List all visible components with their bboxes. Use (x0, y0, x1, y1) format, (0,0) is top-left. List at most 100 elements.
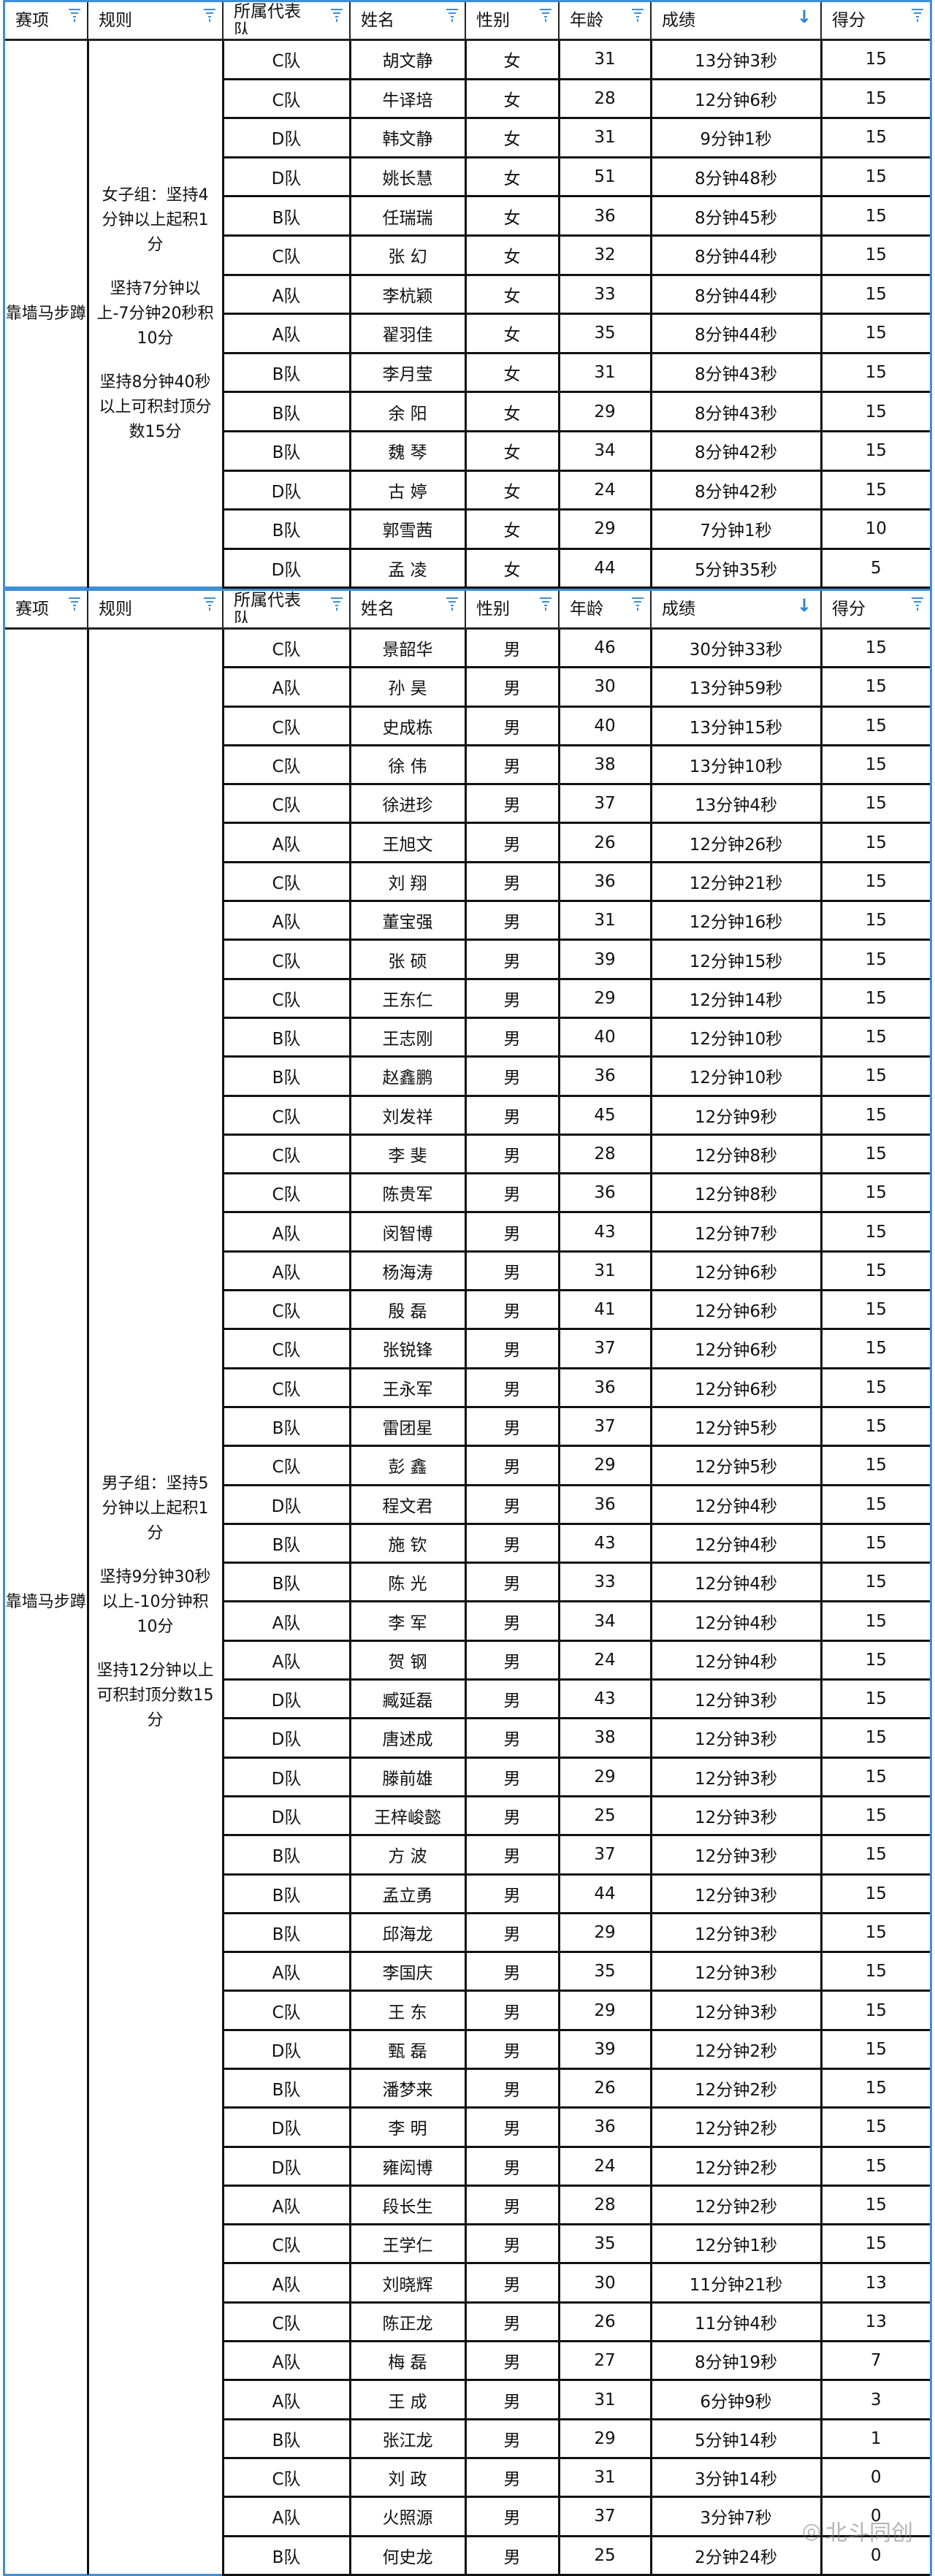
team-cell[interactable]: C队 (221, 1094, 351, 1136)
age-cell[interactable]: 31 (557, 117, 652, 158)
result-cell[interactable]: 12分钟16秒 (649, 900, 823, 941)
score-cell[interactable]: 15 (820, 391, 930, 432)
team-cell[interactable]: B队 (221, 1911, 351, 1954)
score-cell[interactable]: 15 (820, 77, 930, 120)
result-cell[interactable]: 12分钟14秒 (649, 977, 823, 1019)
age-cell[interactable]: 44 (557, 547, 652, 589)
name-cell[interactable]: 贺 钢 (348, 1639, 467, 1681)
team-cell[interactable]: B队 (221, 508, 351, 550)
age-cell[interactable]: 35 (557, 2223, 652, 2265)
age-cell[interactable]: 31 (557, 39, 652, 80)
name-cell[interactable]: 孟立勇 (348, 1873, 467, 1914)
age-cell[interactable]: 24 (557, 1639, 652, 1681)
gender-cell[interactable]: 男 (464, 2145, 560, 2187)
gender-cell[interactable]: 女 (464, 234, 560, 276)
age-cell[interactable]: 38 (557, 744, 652, 786)
score-cell[interactable]: 15 (820, 2145, 930, 2187)
gender-cell[interactable]: 女 (464, 547, 560, 589)
score-cell[interactable]: 0 (820, 2534, 930, 2576)
gender-cell[interactable]: 男 (464, 1639, 560, 1681)
age-cell[interactable]: 36 (557, 1055, 652, 1097)
age-cell[interactable]: 34 (557, 1600, 652, 1642)
score-cell[interactable]: 0 (820, 2496, 930, 2537)
column-header-age[interactable]: 年龄 (559, 591, 652, 630)
column-header-event[interactable]: 赛项 (5, 591, 88, 630)
team-cell[interactable]: C队 (221, 2223, 351, 2265)
result-cell[interactable]: 5分钟35秒 (649, 547, 823, 589)
name-cell[interactable]: 牛译培 (348, 77, 467, 120)
result-cell[interactable]: 12分钟10秒 (649, 1055, 823, 1097)
age-cell[interactable]: 35 (557, 1951, 652, 1992)
score-cell[interactable]: 15 (820, 1445, 930, 1486)
age-cell[interactable]: 39 (557, 2028, 652, 2070)
score-cell[interactable]: 15 (820, 1211, 930, 1253)
gender-cell[interactable]: 男 (464, 1211, 560, 1253)
name-cell[interactable]: 李 军 (348, 1600, 467, 1642)
gender-cell[interactable]: 男 (464, 1445, 560, 1486)
team-cell[interactable]: C队 (221, 705, 351, 746)
name-cell[interactable]: 徐进珍 (348, 783, 467, 825)
age-cell[interactable]: 26 (557, 2301, 652, 2343)
column-header-team[interactable]: 所属代表队 (223, 591, 351, 630)
age-cell[interactable]: 29 (557, 508, 652, 550)
score-cell[interactable]: 13 (820, 2262, 930, 2304)
team-cell[interactable]: B队 (221, 195, 351, 237)
team-cell[interactable]: A队 (221, 1951, 351, 1992)
score-cell[interactable]: 15 (820, 1911, 930, 1954)
team-cell[interactable]: B队 (221, 1016, 351, 1058)
result-cell[interactable]: 13分钟15秒 (649, 705, 823, 746)
result-cell[interactable]: 8分钟19秒 (649, 2340, 823, 2382)
team-cell[interactable]: C队 (221, 2301, 351, 2343)
name-cell[interactable]: 潘梦来 (348, 2067, 467, 2109)
team-cell[interactable]: B队 (221, 1562, 351, 1603)
gender-cell[interactable]: 男 (464, 1951, 560, 1992)
name-cell[interactable]: 王梓峻懿 (348, 1795, 467, 1837)
result-cell[interactable]: 12分钟4秒 (649, 1562, 823, 1603)
age-cell[interactable]: 28 (557, 1133, 652, 1175)
name-cell[interactable]: 王志刚 (348, 1016, 467, 1058)
score-cell[interactable]: 15 (820, 273, 930, 316)
result-cell[interactable]: 8分钟48秒 (649, 156, 823, 198)
name-cell[interactable]: 梅 磊 (348, 2340, 467, 2382)
team-cell[interactable]: C队 (221, 744, 351, 786)
age-cell[interactable]: 24 (557, 2145, 652, 2187)
age-cell[interactable]: 32 (557, 234, 652, 276)
team-cell[interactable]: C队 (221, 977, 351, 1019)
gender-cell[interactable]: 男 (464, 2534, 560, 2576)
result-cell[interactable]: 12分钟3秒 (649, 1717, 823, 1759)
gender-cell[interactable]: 女 (464, 195, 560, 237)
result-cell[interactable]: 12分钟9秒 (649, 1094, 823, 1136)
name-cell[interactable]: 火照源 (348, 2496, 467, 2537)
age-cell[interactable]: 29 (557, 1990, 652, 2031)
score-cell[interactable]: 15 (820, 977, 930, 1019)
result-cell[interactable]: 12分钟3秒 (649, 1795, 823, 1837)
result-cell[interactable]: 12分钟6秒 (649, 1250, 823, 1292)
column-header-gender[interactable]: 性别 (465, 591, 560, 630)
result-cell[interactable]: 2分钟24秒 (649, 2534, 823, 2576)
gender-cell[interactable]: 男 (464, 822, 560, 863)
column-header-age[interactable]: 年龄 (559, 2, 652, 41)
team-cell[interactable]: A队 (221, 1600, 351, 1642)
gender-cell[interactable]: 男 (464, 2418, 560, 2459)
name-cell[interactable]: 王永军 (348, 1367, 467, 1408)
filter-icon[interactable] (203, 597, 216, 611)
column-header-gender[interactable]: 性别 (465, 2, 560, 41)
gender-cell[interactable]: 男 (464, 705, 560, 746)
result-cell[interactable]: 12分钟8秒 (649, 1172, 823, 1214)
sort-descending-icon[interactable]: ↓ (796, 595, 812, 616)
score-cell[interactable]: 15 (820, 1289, 930, 1331)
team-cell[interactable]: C队 (221, 783, 351, 825)
gender-cell[interactable]: 男 (464, 1873, 560, 1914)
score-cell[interactable]: 15 (820, 744, 930, 786)
gender-cell[interactable]: 男 (464, 2340, 560, 2382)
name-cell[interactable]: 孙 昊 (348, 666, 467, 708)
score-cell[interactable]: 15 (820, 627, 930, 669)
score-cell[interactable]: 0 (820, 2456, 930, 2499)
gender-cell[interactable]: 女 (464, 77, 560, 120)
result-cell[interactable]: 12分钟5秒 (649, 1445, 823, 1486)
age-cell[interactable]: 25 (557, 1795, 652, 1837)
result-cell[interactable]: 11分钟21秒 (649, 2262, 823, 2304)
score-cell[interactable]: 15 (820, 1795, 930, 1837)
gender-cell[interactable]: 男 (464, 2223, 560, 2265)
filter-icon[interactable] (68, 8, 81, 23)
